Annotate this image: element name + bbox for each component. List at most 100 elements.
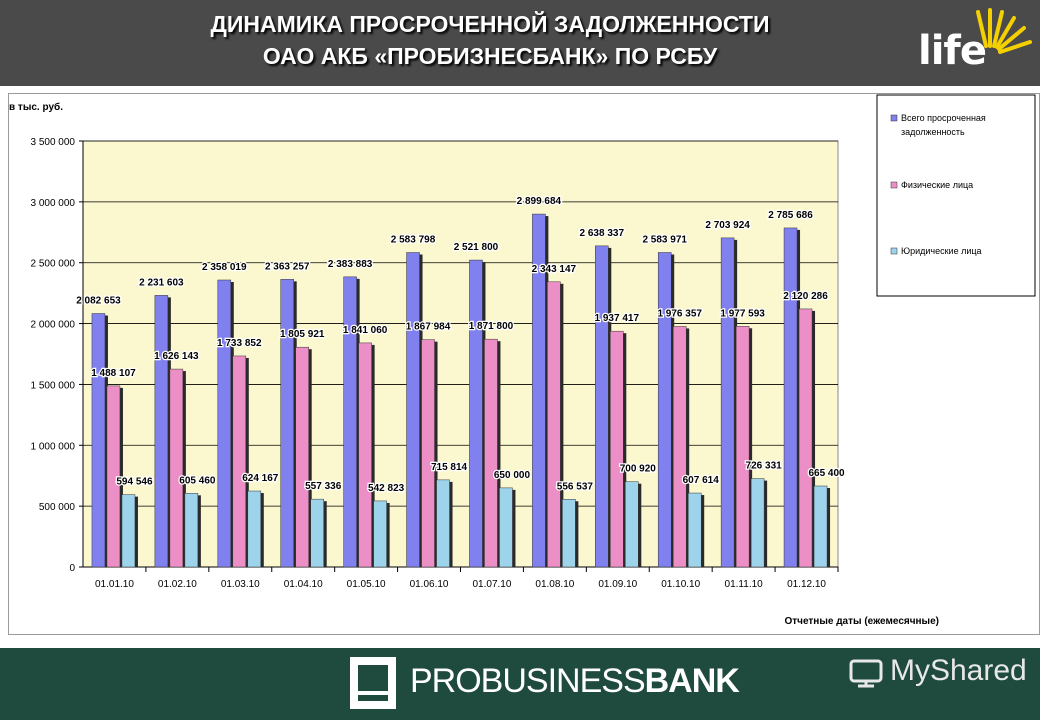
bar <box>310 498 324 568</box>
bar <box>421 339 435 568</box>
legend-entry: Юридические лица <box>901 246 982 256</box>
chart-frame: 0 500 000 1 000 000 1 500 000 2 000 000 2 500… <box>8 93 1040 635</box>
data-label: 1 805 921 <box>280 329 325 340</box>
data-label: 1 871 800 <box>469 321 514 332</box>
bar <box>469 259 483 568</box>
bar <box>358 342 372 568</box>
bar <box>610 330 624 568</box>
x-tick-label: 01.02.10 <box>158 579 197 590</box>
x-tick-label: 01.11.10 <box>725 579 764 590</box>
data-label: 2 638 337 <box>580 228 625 239</box>
myshared-watermark: MyShared <box>890 654 1027 687</box>
bar <box>106 385 121 568</box>
x-tick-label: 01.04.10 <box>284 579 323 590</box>
y-axis-label: в тыс. руб. <box>9 101 63 113</box>
bank-name: PROBUSINESSBANK <box>410 662 740 701</box>
data-label: 2 343 147 <box>532 264 577 275</box>
data-label: 1 488 107 <box>91 368 136 379</box>
data-label: 624 167 <box>242 473 279 484</box>
bar <box>295 346 309 568</box>
bar <box>813 485 828 568</box>
legend-entry: Физические лица <box>901 180 973 190</box>
data-label: 2 231 603 <box>139 277 184 288</box>
x-tick-label: 01.06.10 <box>410 579 449 590</box>
bank-name-bold: BANK <box>644 662 740 700</box>
y-tick-label: 2 500 000 <box>31 259 76 270</box>
data-label: 1 937 417 <box>595 313 640 324</box>
data-label: 1 976 357 <box>657 308 702 319</box>
life-logo-text: life <box>918 28 987 74</box>
bar <box>595 245 609 568</box>
data-label: 1 841 060 <box>343 325 388 336</box>
bar <box>532 213 546 568</box>
y-tick-label: 1 000 000 <box>31 441 76 452</box>
y-tick-label: 3 500 000 <box>31 137 76 148</box>
data-label: 1 733 852 <box>217 338 262 349</box>
slide-title: ДИНАМИКА ПРОСРОЧЕННОЙ ЗАДОЛЖЕННОСТИ ОАО … <box>0 8 980 72</box>
x-tick-label: 01.01.10 <box>95 579 134 590</box>
y-tick-label: 2 000 000 <box>31 320 76 331</box>
data-label: 605 460 <box>179 475 216 486</box>
bar <box>750 478 765 568</box>
bank-name-regular: PROBUSINESS <box>410 662 646 700</box>
title-line-2: ОАО АКБ «ПРОБИЗНЕСБАНК» ПО РСБУ <box>262 43 718 69</box>
header-bar <box>0 0 1040 86</box>
bar <box>798 308 813 568</box>
bar <box>184 493 199 568</box>
data-label: 2 120 286 <box>783 291 828 302</box>
bar <box>373 500 387 568</box>
data-label: 2 363 257 <box>265 261 310 272</box>
bar <box>280 279 294 568</box>
x-tick-label: 01.12.10 <box>787 579 826 590</box>
bar <box>672 326 687 568</box>
bar <box>169 368 184 568</box>
x-tick-label: 01.10.10 <box>661 579 700 590</box>
legend-entry: Всего просроченная задолженность <box>901 113 986 137</box>
bar <box>343 276 357 568</box>
data-label: 726 331 <box>746 461 783 472</box>
data-label: 650 000 <box>494 470 531 481</box>
plot-area <box>82 140 839 568</box>
data-label: 2 703 924 <box>705 220 750 231</box>
x-tick-label: 01.03.10 <box>221 579 260 590</box>
bar <box>687 492 702 568</box>
y-tick-label: 1 500 000 <box>31 380 76 391</box>
data-label: 2 383 883 <box>328 259 373 270</box>
probusinessbank-logo-icon <box>350 657 396 709</box>
bar <box>735 326 750 568</box>
bar <box>247 490 262 568</box>
x-tick-label: 01.09.10 <box>598 579 637 590</box>
data-label: 700 920 <box>620 464 657 475</box>
bar <box>783 227 798 568</box>
y-tick-label: 3 000 000 <box>31 198 76 209</box>
bar-chart: 0 500 000 1 000 000 1 500 000 2 000 000 2 500… <box>9 94 1036 627</box>
legend-swatch <box>890 114 898 122</box>
data-label: 665 400 <box>808 468 845 479</box>
data-label: 557 336 <box>305 481 342 492</box>
data-label: 2 521 800 <box>454 242 499 253</box>
data-label: 1 977 593 <box>720 308 765 319</box>
x-tick-label: 01.07.10 <box>472 579 511 590</box>
sun-icon <box>976 8 1032 54</box>
x-tick-label: 01.08.10 <box>535 579 574 590</box>
data-label: 2 785 686 <box>768 210 813 221</box>
bar <box>406 252 420 568</box>
bar <box>91 313 106 568</box>
data-label: 556 537 <box>557 481 594 492</box>
bar <box>562 499 576 568</box>
bar <box>720 237 735 568</box>
data-label: 1 626 143 <box>154 351 199 362</box>
y-tick-label: 0 <box>69 563 75 574</box>
title-line-1: ДИНАМИКА ПРОСРОЧЕННОЙ ЗАДОЛЖЕННОСТИ <box>210 11 770 37</box>
legend-box <box>876 94 1036 297</box>
data-label: 2 358 019 <box>202 262 247 273</box>
bar <box>121 494 136 568</box>
data-label: 594 546 <box>116 477 153 488</box>
data-label: 542 823 <box>368 483 405 494</box>
data-label: 2 899 684 <box>517 196 562 207</box>
myshared-logo-icon <box>849 659 883 688</box>
bar <box>154 295 169 568</box>
bar <box>436 479 450 568</box>
bar <box>484 338 498 568</box>
data-label: 2 583 971 <box>642 234 687 245</box>
